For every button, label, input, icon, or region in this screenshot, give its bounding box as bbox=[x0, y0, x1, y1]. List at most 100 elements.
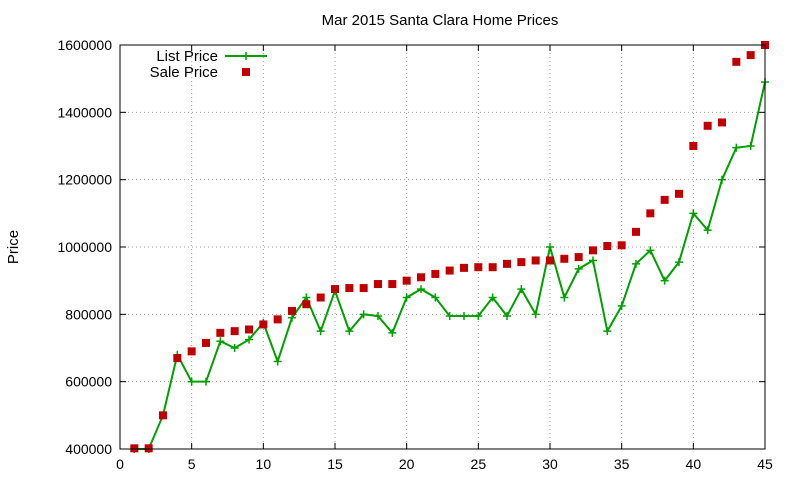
sale-price-point bbox=[273, 315, 282, 324]
sale-price-point bbox=[302, 300, 311, 309]
sale-price-point bbox=[445, 266, 454, 275]
sale-price-point bbox=[488, 263, 497, 272]
y-tick-label: 400000 bbox=[65, 441, 112, 457]
sale-price-point bbox=[202, 338, 210, 347]
y-tick-label: 1400000 bbox=[57, 104, 112, 120]
sale-price-point bbox=[617, 241, 626, 250]
legend-list-price-marker bbox=[242, 52, 250, 60]
list-price-point bbox=[445, 312, 454, 321]
sale-price-point bbox=[402, 276, 411, 285]
y-tick-labels: 400000 600000 800000 1000000 1200000 1400000 1… bbox=[57, 37, 112, 457]
legend-label-sale-price: Sale Price bbox=[150, 64, 218, 81]
x-tick-label: 0 bbox=[116, 456, 124, 472]
list-price-point bbox=[187, 377, 196, 386]
list-price-point bbox=[359, 310, 368, 319]
sale-price-point bbox=[431, 269, 440, 278]
sale-price-point bbox=[546, 256, 554, 265]
y-tick-label: 1200000 bbox=[57, 172, 112, 188]
sale-price-point bbox=[746, 51, 755, 60]
sale-price-point bbox=[660, 195, 669, 204]
list-price-point bbox=[732, 143, 741, 152]
list-price-point bbox=[460, 312, 468, 321]
series-layer bbox=[130, 41, 769, 453]
sale-price-point bbox=[331, 285, 339, 294]
x-tick-label: 10 bbox=[256, 456, 272, 472]
sale-price-point bbox=[159, 411, 167, 420]
list-price-point bbox=[589, 256, 597, 265]
list-price-point bbox=[746, 142, 755, 150]
list-price-point bbox=[517, 285, 526, 294]
legend-label-list-price: List Price bbox=[156, 48, 218, 65]
sale-price-point bbox=[675, 189, 683, 198]
x-tick-label: 15 bbox=[327, 456, 343, 472]
list-price-point bbox=[488, 293, 497, 302]
sale-price-point bbox=[345, 284, 354, 293]
sale-price-point bbox=[173, 354, 182, 363]
list-price-point bbox=[345, 327, 354, 336]
sale-price-point bbox=[646, 209, 655, 218]
list-price-point bbox=[474, 312, 483, 321]
sale-price-point bbox=[503, 259, 511, 268]
list-price-point bbox=[316, 327, 325, 336]
list-price-point bbox=[574, 264, 583, 273]
grid-lines bbox=[120, 45, 765, 449]
sale-price-point bbox=[732, 57, 741, 66]
sale-price-point bbox=[517, 258, 526, 267]
list-price-point bbox=[503, 312, 511, 321]
x-tick-label: 25 bbox=[471, 456, 487, 472]
list-price-point bbox=[273, 357, 282, 366]
sale-price-point bbox=[130, 444, 139, 453]
sale-price-point bbox=[718, 118, 726, 127]
list-price-point bbox=[417, 285, 425, 294]
list-price-point bbox=[388, 328, 397, 337]
x-tick-label: 20 bbox=[399, 456, 415, 472]
y-tick-label: 1600000 bbox=[57, 37, 112, 53]
list-price-point bbox=[603, 327, 612, 336]
x-tick-label: 5 bbox=[188, 456, 196, 472]
list-price-point bbox=[703, 226, 712, 235]
sale-price-point bbox=[460, 263, 468, 272]
sale-price-point bbox=[560, 254, 569, 263]
list-price-point bbox=[245, 335, 253, 344]
legend: List Price Sale Price bbox=[150, 48, 267, 81]
sale-price-point bbox=[589, 246, 597, 255]
list-price-point bbox=[632, 259, 640, 268]
list-price-point bbox=[374, 312, 382, 321]
legend-sale-price-marker bbox=[242, 68, 250, 76]
y-tick-label: 800000 bbox=[65, 306, 112, 322]
sale-price-point bbox=[288, 306, 296, 315]
list-price-point bbox=[546, 243, 554, 251]
list-price-point bbox=[689, 209, 698, 218]
sale-price-point bbox=[574, 253, 583, 262]
y-tick-label: 600000 bbox=[65, 374, 112, 390]
list-price-point bbox=[560, 293, 569, 302]
y-axis-label: Price bbox=[5, 230, 22, 264]
plot-frame bbox=[119, 44, 766, 450]
sale-price-point bbox=[417, 273, 425, 282]
list-price-point bbox=[646, 246, 655, 255]
sale-price-point bbox=[259, 320, 268, 329]
list-price-point bbox=[302, 293, 311, 302]
sale-price-point bbox=[187, 347, 196, 356]
x-tick-label: 30 bbox=[542, 456, 558, 472]
sale-price-point bbox=[374, 280, 382, 289]
sale-price-point bbox=[603, 241, 612, 250]
chart-title: Mar 2015 Santa Clara Home Prices bbox=[322, 12, 559, 29]
list-price-point bbox=[216, 337, 225, 346]
x-tick-label: 35 bbox=[614, 456, 630, 472]
x-tick-label: 40 bbox=[686, 456, 702, 472]
list-price-point bbox=[202, 377, 210, 386]
list-price-point bbox=[402, 293, 411, 302]
sale-price-point bbox=[474, 263, 483, 272]
sale-price-point bbox=[216, 328, 225, 337]
list-price-point bbox=[230, 344, 239, 352]
list-price-point bbox=[617, 301, 626, 310]
list-price-point bbox=[718, 175, 726, 184]
sale-price-point bbox=[632, 227, 640, 236]
list-price-point bbox=[531, 310, 540, 319]
list-price-point bbox=[660, 276, 669, 285]
list-price-line bbox=[134, 81, 766, 450]
sale-price-point bbox=[230, 327, 239, 336]
x-tick-labels: 0 5 10 15 20 25 30 35 40 45 bbox=[116, 456, 773, 472]
